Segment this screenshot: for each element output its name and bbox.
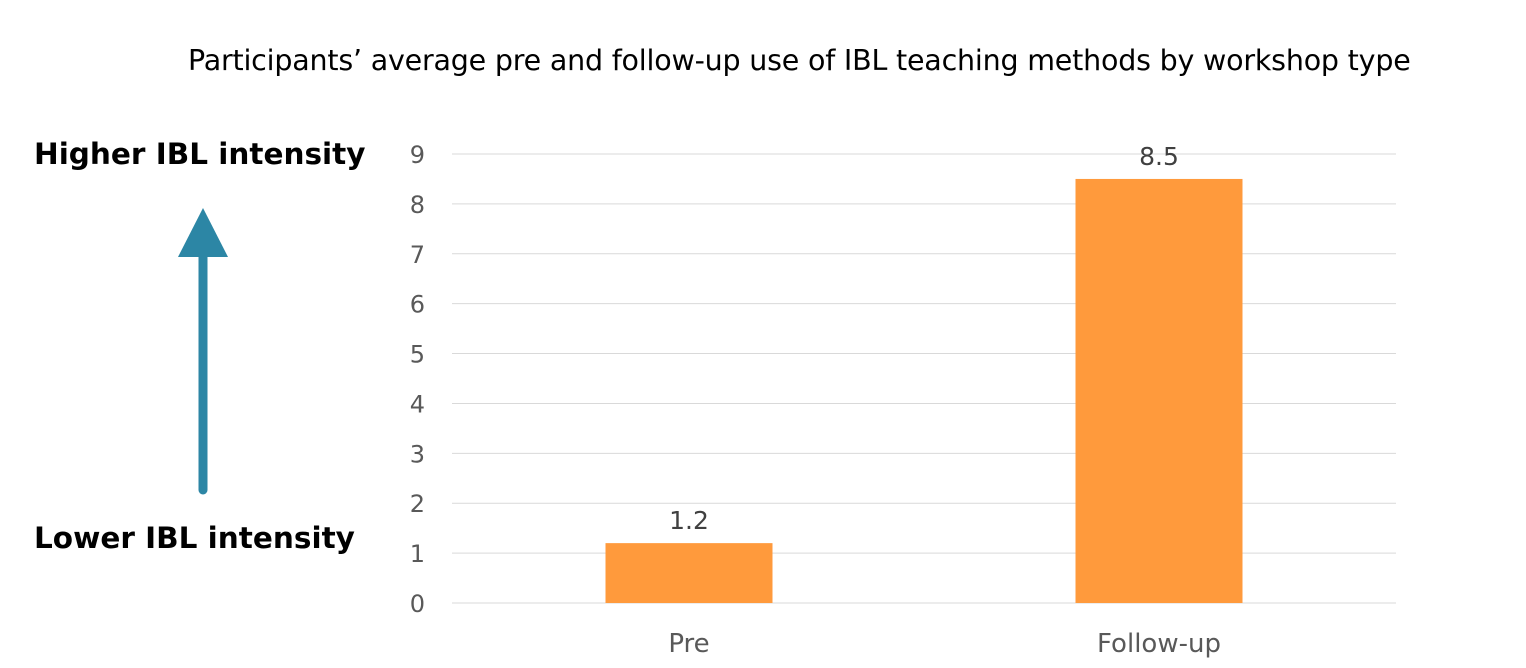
up-arrow-icon bbox=[178, 208, 228, 495]
data-label: 1.2 bbox=[669, 506, 709, 535]
bars bbox=[605, 178, 1243, 603]
lower-intensity-label: Lower IBL intensity bbox=[34, 521, 355, 555]
y-tick-label: 8 bbox=[410, 191, 425, 219]
y-tick-label: 4 bbox=[410, 390, 425, 418]
bar-pre bbox=[605, 543, 773, 603]
data-label: 8.5 bbox=[1139, 142, 1179, 171]
y-tick-label: 1 bbox=[410, 540, 425, 568]
y-tick-label: 0 bbox=[410, 590, 425, 618]
y-tick-label: 5 bbox=[410, 341, 425, 369]
category-label: Follow-up bbox=[1097, 629, 1221, 659]
y-tick-label: 2 bbox=[410, 490, 425, 518]
gridlines bbox=[452, 153, 1396, 604]
data-labels: 1.2 8.5 bbox=[669, 142, 1179, 535]
higher-intensity-label: Higher IBL intensity bbox=[34, 137, 366, 171]
y-tick-label: 6 bbox=[410, 291, 425, 319]
chart-title: Participants’ average pre and follow-up … bbox=[188, 44, 1411, 77]
category-label: Pre bbox=[668, 629, 709, 659]
y-tick-label: 7 bbox=[410, 241, 425, 269]
x-axis-categories: Pre Follow-up bbox=[668, 629, 1221, 659]
bar-follow-up bbox=[1075, 178, 1243, 603]
y-tick-label: 3 bbox=[410, 440, 425, 468]
y-axis-ticks: 0 1 2 3 4 5 6 7 8 9 bbox=[410, 141, 425, 618]
y-tick-label: 9 bbox=[410, 141, 425, 169]
